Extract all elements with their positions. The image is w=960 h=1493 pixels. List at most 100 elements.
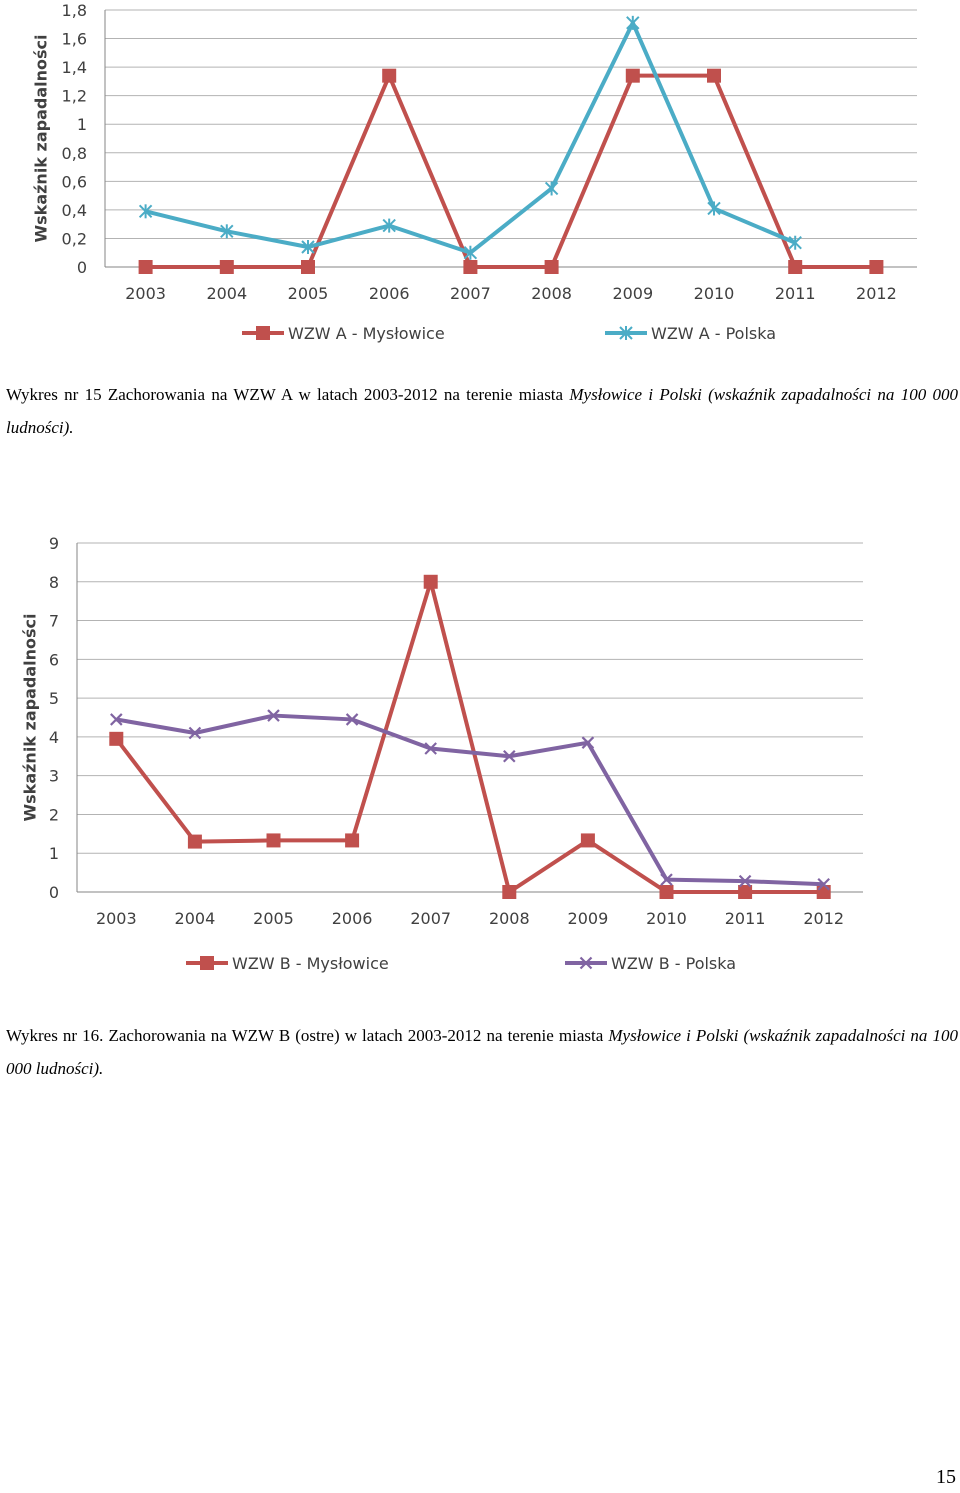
x-tick-label: 2010 (694, 284, 735, 303)
data-point-b (110, 713, 123, 726)
x-tick-label: 2008 (489, 909, 530, 928)
x-tick-label: 2011 (725, 909, 766, 928)
data-point (382, 218, 396, 233)
data-point (659, 885, 674, 899)
legend-item: WZW B - Mysłowice (186, 954, 389, 973)
y-tick-label: 9 (49, 534, 59, 553)
data-point (463, 260, 478, 274)
y-tick-label: 2 (49, 805, 59, 824)
data-point-b (817, 877, 830, 891)
data-point (707, 201, 721, 216)
legend-label: WZW B - Mysłowice (232, 954, 389, 973)
legend-marker (256, 326, 270, 340)
caption-a-italic: Mysłowice i Polski (wskaźnik zapadalnośc… (6, 385, 958, 437)
data-point-b (581, 736, 595, 749)
caption-b-text: Wykres nr 16. Zachorowania na WZW B (ost… (6, 1026, 609, 1045)
data-point (301, 260, 315, 274)
caption-chart-b: Wykres nr 16. Zachorowania na WZW B (ost… (6, 1019, 958, 1085)
data-point (544, 181, 559, 196)
y-tick-label: 1 (49, 844, 59, 863)
series-line (115, 713, 824, 887)
data-point-b (424, 742, 437, 755)
data-point (738, 874, 752, 888)
x-tick-label: 2006 (332, 909, 373, 928)
x-tick-label: 2005 (288, 284, 329, 303)
data-point (382, 68, 397, 83)
data-point (266, 833, 281, 848)
data-point (424, 742, 437, 755)
data-point (581, 736, 595, 749)
series-line (145, 73, 877, 269)
data-point (301, 240, 315, 255)
y-tick-label: 0,6 (62, 172, 87, 191)
x-tick-label: 2011 (775, 284, 816, 303)
x-tick-label: 2009 (568, 909, 609, 928)
caption-a-text: Wykres nr 15 Zachorowania na WZW A w lat… (6, 385, 570, 404)
data-point (869, 260, 884, 274)
y-tick-label: 1,8 (62, 1, 87, 20)
legend-marker (200, 956, 214, 970)
gridlines (77, 542, 863, 893)
gridlines (105, 9, 917, 268)
data-point (110, 713, 123, 726)
data-point (580, 833, 595, 848)
series-2 (138, 15, 802, 260)
legend-marker-b (579, 956, 593, 970)
data-point (503, 749, 516, 763)
y-tick-label: 4 (49, 728, 59, 747)
data-point (423, 574, 438, 589)
x-tick-label: 2008 (531, 284, 572, 303)
data-point (660, 873, 673, 886)
data-point-b (503, 749, 516, 763)
legend-marker (579, 956, 593, 970)
data-point-b (660, 873, 673, 886)
y-tick-label: 1,4 (62, 58, 87, 77)
data-point (625, 68, 640, 83)
data-point (544, 260, 559, 274)
y-tick-label: 1,6 (62, 30, 87, 49)
x-tick-label: 2005 (253, 909, 294, 928)
caption-b-italic: Mysłowice i Polski (wskaźnik zapadalnośc… (6, 1026, 958, 1078)
y-tick-label: 1 (77, 115, 87, 134)
data-point-b (345, 713, 359, 726)
y-tick-label: 8 (49, 573, 59, 592)
data-point (502, 885, 517, 899)
x-tick-label: 2003 (96, 909, 137, 928)
data-point (345, 833, 360, 848)
y-tick-label: 6 (49, 650, 59, 669)
y-tick-label: 1,2 (62, 87, 87, 106)
data-point (788, 235, 802, 250)
data-point (707, 68, 721, 83)
x-tick-label: 2010 (646, 909, 687, 928)
series-line (114, 579, 824, 894)
y-tick-label: 0,4 (62, 201, 87, 220)
series-1 (138, 68, 884, 274)
x-tick-label: 2007 (410, 909, 451, 928)
data-point (187, 834, 202, 849)
chart-wzw-b: 0 1 2 3 4 5 6 7 8 9 2003 2004 2005 2006 2007 2008 2009 20… (21, 534, 863, 973)
legend-item: WZW B - Polska (565, 954, 736, 973)
y-tick-label: 5 (49, 689, 59, 708)
data-point (817, 877, 830, 891)
legend-item: WZW A - Polska (605, 324, 776, 343)
x-tick-label: 2012 (856, 284, 897, 303)
data-point (138, 204, 153, 219)
y-tick-label: 0 (49, 883, 59, 902)
x-tick-label: 2012 (803, 909, 844, 928)
y-tick-label: 0 (77, 258, 87, 277)
data-point-b (267, 709, 280, 722)
y-tick-label: 0,8 (62, 144, 87, 163)
data-point (219, 260, 234, 274)
x-tick-label: 2006 (369, 284, 410, 303)
data-point (345, 713, 359, 726)
x-tick-label: 2004 (206, 284, 247, 303)
y-axis-title: Wskaźnik zapadalności (32, 35, 51, 243)
data-point (788, 260, 803, 274)
chart-wzw-a: 0 0,2 0,4 0,6 0,8 1 1,2 1,4 1,6 1,8 2003 2004 2005 20… (32, 1, 917, 343)
x-tick-label: 2003 (125, 284, 166, 303)
legend-label: WZW A - Mysłowice (288, 324, 445, 343)
data-point-b (738, 874, 752, 888)
series-line (145, 20, 796, 255)
data-point (738, 885, 753, 899)
data-point-b (188, 726, 202, 740)
